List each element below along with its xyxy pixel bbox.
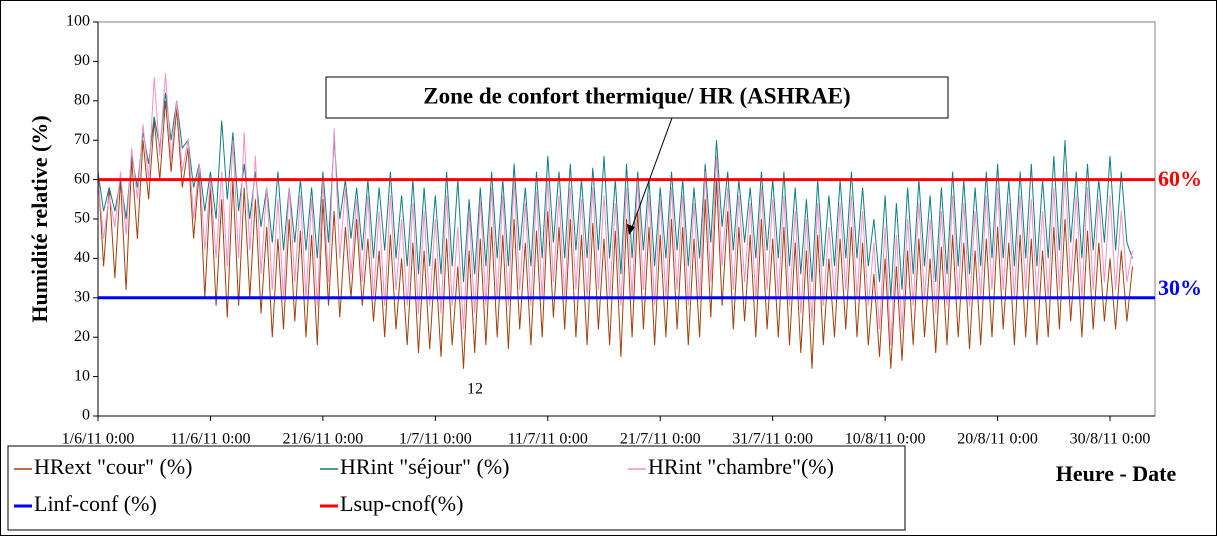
annotation: 12: [467, 381, 483, 398]
y-tick-label: 40: [74, 249, 90, 266]
annotation: 30%: [1158, 275, 1202, 300]
series-line: [97, 100, 1133, 369]
y-tick-label: 90: [74, 52, 90, 69]
x-axis-title: Heure - Date: [1056, 461, 1177, 486]
x-tick-label: 1/7/11 0:00: [399, 431, 472, 448]
y-tick-label: 80: [74, 91, 90, 108]
legend: [7, 445, 906, 531]
y-tick-label: 100: [66, 13, 90, 30]
y-tick-label: 60: [74, 170, 90, 187]
annotation: 60%: [1158, 166, 1202, 191]
legend-label: Lsup-cnof(%): [340, 491, 463, 516]
legend-label: HRint "séjour" (%): [340, 454, 510, 479]
y-tick-label: 0: [82, 407, 90, 424]
x-tick-label: 21/6/11 0:00: [283, 431, 364, 448]
legend-label: HRext "cour" (%): [34, 454, 192, 479]
legend-label: HRint "chambre"(%): [648, 454, 834, 479]
y-tick-label: 10: [74, 367, 90, 384]
x-tick-label: 30/8/11 0:00: [1070, 431, 1151, 448]
x-tick-label: 11/7/11 0:00: [508, 431, 588, 448]
legend-label: Linf-conf (%): [34, 491, 157, 516]
x-tick-label: 20/8/11 0:00: [957, 431, 1038, 448]
series-line: [97, 73, 1133, 346]
x-tick-label: 10/8/11 0:00: [845, 431, 926, 448]
x-tick-label: 21/7/11 0:00: [620, 431, 701, 448]
y-tick-label: 20: [74, 328, 90, 345]
y-tick-label: 30: [74, 288, 90, 305]
x-tick-label: 31/7/11 0:00: [732, 431, 813, 448]
x-tick-label: 1/6/11 0:00: [62, 431, 135, 448]
y-tick-label: 50: [74, 210, 90, 227]
arrow-head: [627, 224, 635, 235]
plot: [97, 73, 1155, 369]
annotation: Zone de confort thermique/ HR (ASHRAE): [423, 83, 850, 108]
annotation-arrow: [630, 117, 673, 231]
annotation-box: [325, 76, 949, 119]
y-tick-label: 70: [74, 131, 90, 148]
y-axis-title: Humidité relative (%): [27, 115, 52, 322]
x-tick-label: 11/6/11 0:00: [170, 431, 250, 448]
